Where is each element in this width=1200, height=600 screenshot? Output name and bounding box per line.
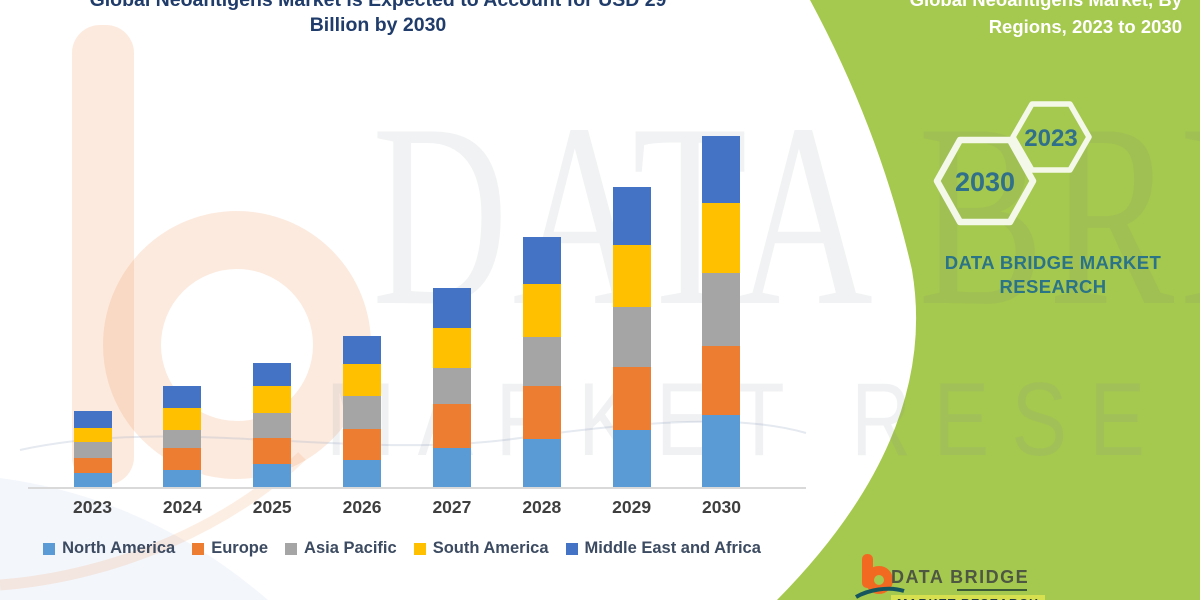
- footer-logo-underline: [957, 589, 1027, 591]
- hexagon-2030-label: 2030: [955, 167, 1015, 197]
- hexagon-2023-label: 2023: [1024, 125, 1077, 152]
- bar-2025-segment-south-america: [253, 386, 292, 413]
- x-label-2028: 2028: [522, 497, 562, 517]
- bar-2024-segment-north-america: [163, 469, 202, 488]
- bar-2023-segment-asia-pacific: [73, 441, 112, 458]
- bar-2026-segment-south-america: [343, 364, 382, 396]
- bar-2030-segment-europe: [702, 346, 741, 416]
- bar-2023: [73, 411, 112, 488]
- footer-logo-name: DATA BRIDGE: [891, 567, 1030, 587]
- bar-2027-segment-south-america: [432, 327, 471, 368]
- chart-title: Global Neoantigens Market is Expected to…: [89, 0, 667, 36]
- hexagon-2023-outline: [1010, 101, 1092, 173]
- bar-2030-segment-middle-east-and-africa: [702, 136, 741, 203]
- bar-2023-segment-south-america: [73, 428, 112, 442]
- bar-2023-segment-middle-east-and-africa: [73, 411, 112, 429]
- x-label-2027: 2027: [432, 497, 472, 517]
- legend-swatch-north-america: [43, 542, 56, 555]
- hexagon-2023: 2023: [1010, 101, 1092, 173]
- bar-2027-segment-middle-east-and-africa: [432, 287, 471, 328]
- legend-swatch-middle-east-and-africa: [565, 542, 578, 555]
- bar-2025-segment-asia-pacific: [253, 412, 292, 439]
- bar-2029-segment-middle-east-and-africa: [612, 186, 651, 246]
- x-label-2026: 2026: [342, 497, 382, 517]
- bar-2028-segment-south-america: [522, 284, 561, 338]
- bar-2029-segment-asia-pacific: [612, 307, 651, 367]
- legend-label-north-america: North America: [62, 539, 176, 557]
- bar-2027-segment-europe: [432, 404, 471, 448]
- brand-text: DATA BRIDGE MARKET RESEARCH: [920, 251, 1186, 299]
- legend-label-asia-pacific: Asia Pacific: [304, 539, 397, 557]
- chart-legend: North America Europe Asia Pacific South Ame…: [20, 539, 784, 558]
- bar-2028-segment-middle-east-and-africa: [522, 236, 561, 285]
- bar-2027: [432, 287, 471, 488]
- bar-2026-segment-north-america: [343, 460, 382, 488]
- bar-2024: [163, 386, 202, 488]
- x-label-2029: 2029: [612, 497, 652, 517]
- bar-2028-segment-europe: [522, 386, 561, 440]
- legend-swatch-asia-pacific: [285, 542, 298, 555]
- brand-text-line2: RESEARCH: [999, 276, 1107, 297]
- bar-2029-segment-europe: [612, 366, 651, 430]
- bar-2025-segment-europe: [253, 438, 292, 464]
- bar-2029-segment-north-america: [612, 429, 651, 488]
- bar-2030: [702, 136, 741, 488]
- data-bridge-logo-icon: [854, 554, 905, 599]
- x-label-2030: 2030: [702, 497, 741, 517]
- hexagon-2030-outline: [933, 136, 1037, 226]
- bar-2023-segment-north-america: [73, 473, 112, 488]
- legend-item-asia-pacific: Asia Pacific: [285, 539, 397, 558]
- bar-2025: [253, 362, 292, 488]
- stacked-bar-chart: [73, 136, 741, 488]
- x-axis-line: [28, 487, 806, 489]
- bar-2030-segment-south-america: [702, 202, 741, 274]
- bar-2030-segment-asia-pacific: [702, 273, 741, 347]
- bar-2024-segment-asia-pacific: [163, 429, 202, 449]
- bar-2027-segment-north-america: [432, 447, 471, 488]
- x-label-2025: 2025: [252, 497, 292, 517]
- legend-label-middle-east-and-africa: Middle East and Africa: [584, 539, 761, 557]
- logo-swoosh: [854, 586, 905, 599]
- legend-item-south-america: South America: [413, 539, 549, 558]
- x-label-2023: 2023: [73, 497, 112, 517]
- legend-item-europe: Europe: [192, 539, 268, 558]
- bar-2029: [612, 186, 651, 488]
- bar-2024-segment-europe: [163, 448, 202, 470]
- bar-2026: [343, 336, 382, 488]
- green-panel-shape: [777, 0, 1200, 600]
- bar-2028-segment-asia-pacific: [522, 337, 561, 387]
- bar-2025-segment-middle-east-and-africa: [253, 362, 292, 387]
- legend-label-south-america: South America: [432, 539, 549, 557]
- legend-item-middle-east-and-africa: Middle East and Africa: [565, 539, 761, 558]
- logo-b-bowl: [865, 566, 893, 594]
- brand-text-line1: DATA BRIDGE MARKET: [944, 252, 1162, 273]
- bar-2028-segment-north-america: [522, 439, 561, 488]
- panel-heading: Global Neoantigens Market, By Regions, 2…: [910, 0, 1182, 37]
- bar-2026-segment-middle-east-and-africa: [343, 336, 382, 365]
- footer-logo-sub: MARKET RESEARCH: [891, 595, 1046, 600]
- bar-2023-segment-europe: [73, 457, 112, 474]
- bar-2030-segment-north-america: [702, 415, 741, 488]
- legend-item-north-america: North America: [43, 539, 175, 558]
- bar-2029-segment-south-america: [612, 245, 651, 308]
- legend-swatch-south-america: [413, 542, 426, 555]
- hexagon-2030: 2030: [933, 136, 1037, 226]
- bar-2026-segment-europe: [343, 428, 382, 461]
- bar-2024-segment-middle-east-and-africa: [163, 386, 202, 409]
- legend-label-europe: Europe: [211, 539, 269, 557]
- legend-swatch-europe: [192, 542, 205, 555]
- bar-2027-segment-asia-pacific: [432, 367, 471, 405]
- bar-2025-segment-north-america: [253, 463, 292, 488]
- bar-2026-segment-asia-pacific: [343, 395, 382, 429]
- bar-2028: [522, 236, 561, 488]
- x-label-2024: 2024: [162, 497, 202, 517]
- bar-2024-segment-south-america: [163, 408, 202, 430]
